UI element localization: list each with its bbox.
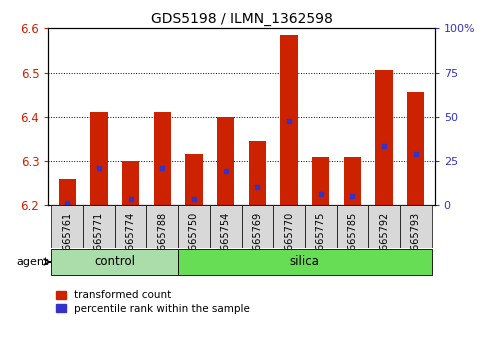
FancyBboxPatch shape — [273, 205, 305, 248]
Text: GSM665792: GSM665792 — [379, 212, 389, 271]
Text: GSM665785: GSM665785 — [347, 212, 357, 271]
FancyBboxPatch shape — [178, 205, 210, 248]
Bar — [343, 157, 361, 205]
FancyBboxPatch shape — [178, 249, 431, 275]
Text: control: control — [94, 256, 135, 268]
Text: GSM665761: GSM665761 — [62, 212, 72, 271]
Bar — [407, 92, 425, 205]
FancyBboxPatch shape — [242, 205, 273, 248]
FancyBboxPatch shape — [400, 205, 431, 248]
Text: GSM665788: GSM665788 — [157, 212, 167, 271]
Legend: transformed count, percentile rank within the sample: transformed count, percentile rank withi… — [54, 289, 252, 316]
FancyBboxPatch shape — [337, 205, 368, 248]
Text: GSM665771: GSM665771 — [94, 212, 104, 271]
Text: GSM665769: GSM665769 — [252, 212, 262, 271]
Text: silica: silica — [290, 256, 320, 268]
FancyBboxPatch shape — [368, 205, 400, 248]
Text: agent: agent — [16, 257, 49, 267]
FancyBboxPatch shape — [52, 249, 178, 275]
Text: GSM665774: GSM665774 — [126, 212, 136, 271]
Bar — [185, 154, 203, 205]
Bar — [122, 161, 140, 205]
FancyBboxPatch shape — [52, 205, 83, 248]
FancyBboxPatch shape — [83, 205, 115, 248]
Bar — [154, 113, 171, 205]
Bar — [249, 141, 266, 205]
Bar — [375, 70, 393, 205]
FancyBboxPatch shape — [210, 205, 242, 248]
Text: GSM665793: GSM665793 — [411, 212, 421, 271]
Bar — [280, 35, 298, 205]
FancyBboxPatch shape — [305, 205, 337, 248]
Text: GSM665750: GSM665750 — [189, 212, 199, 271]
FancyBboxPatch shape — [115, 205, 146, 248]
Bar — [90, 113, 108, 205]
Bar — [217, 117, 234, 205]
Bar — [312, 157, 329, 205]
Text: GSM665775: GSM665775 — [316, 212, 326, 271]
Text: GSM665754: GSM665754 — [221, 212, 231, 271]
FancyBboxPatch shape — [146, 205, 178, 248]
Text: GSM665770: GSM665770 — [284, 212, 294, 271]
Bar — [58, 179, 76, 205]
Title: GDS5198 / ILMN_1362598: GDS5198 / ILMN_1362598 — [151, 12, 332, 26]
